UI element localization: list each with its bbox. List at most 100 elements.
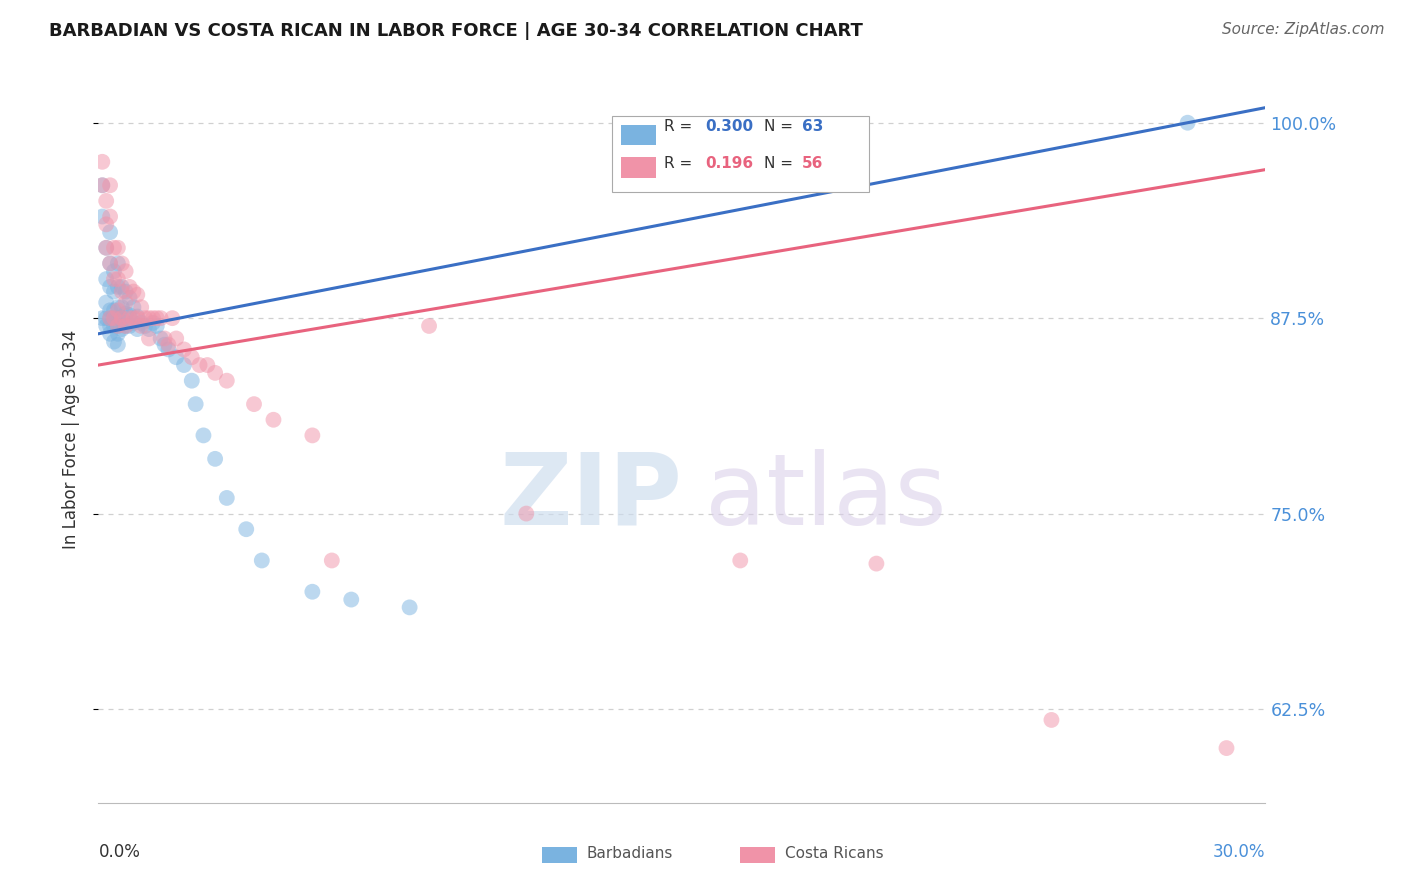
Point <box>91 178 114 193</box>
Point <box>98 280 121 294</box>
Point <box>114 306 136 320</box>
Point <box>118 318 141 333</box>
Point <box>730 553 752 567</box>
Point <box>157 337 180 351</box>
Text: 63: 63 <box>801 120 824 134</box>
Point <box>515 507 537 521</box>
Point <box>142 311 165 326</box>
Point <box>107 272 129 286</box>
Point <box>173 343 195 357</box>
Point <box>118 308 141 322</box>
Point <box>138 322 160 336</box>
Point <box>301 428 323 442</box>
Point <box>98 256 121 270</box>
Point <box>98 311 121 326</box>
Point <box>301 584 323 599</box>
Point <box>114 318 136 333</box>
Point <box>103 334 125 349</box>
Point <box>98 256 121 270</box>
Point <box>111 311 134 326</box>
Point <box>127 322 149 336</box>
Point <box>107 318 129 333</box>
Point <box>157 343 180 357</box>
Point <box>107 241 129 255</box>
Point <box>138 331 160 345</box>
Point <box>204 451 226 466</box>
Point <box>165 331 187 345</box>
Text: 30.0%: 30.0% <box>1213 843 1265 861</box>
Point <box>865 557 887 571</box>
Point <box>204 366 226 380</box>
Point <box>96 194 118 208</box>
Text: R =: R = <box>665 120 697 134</box>
Point <box>96 318 118 333</box>
Point <box>111 322 134 336</box>
Point <box>114 264 136 278</box>
Bar <box>621 125 657 145</box>
Point <box>340 592 363 607</box>
Point <box>250 553 273 567</box>
Point <box>1040 713 1063 727</box>
Point <box>114 285 136 299</box>
Point <box>91 210 114 224</box>
Point <box>114 295 136 310</box>
Point <box>235 522 257 536</box>
Point <box>215 491 238 505</box>
Point <box>418 318 440 333</box>
Bar <box>541 847 576 863</box>
Text: Costa Ricans: Costa Ricans <box>785 847 883 861</box>
Point <box>195 358 218 372</box>
Point <box>103 285 125 299</box>
Point <box>180 374 202 388</box>
Point <box>122 311 145 326</box>
Point <box>122 300 145 314</box>
Text: N =: N = <box>763 120 797 134</box>
Text: 56: 56 <box>801 155 824 170</box>
Point <box>321 553 343 567</box>
Point <box>153 331 176 345</box>
Point <box>193 428 215 442</box>
Point <box>98 178 121 193</box>
Text: BARBADIAN VS COSTA RICAN IN LABOR FORCE | AGE 30-34 CORRELATION CHART: BARBADIAN VS COSTA RICAN IN LABOR FORCE … <box>49 22 863 40</box>
Point <box>111 256 134 270</box>
Point <box>122 316 145 330</box>
Point <box>134 318 156 333</box>
Point <box>103 264 125 278</box>
Point <box>118 311 141 326</box>
Point <box>129 318 152 333</box>
Point <box>103 272 125 286</box>
FancyBboxPatch shape <box>612 116 869 192</box>
Point <box>118 291 141 305</box>
Point <box>134 311 156 326</box>
Text: R =: R = <box>665 155 703 170</box>
Point <box>180 350 202 364</box>
Point <box>107 280 129 294</box>
Point <box>111 300 134 314</box>
Point <box>162 311 184 326</box>
Text: 0.300: 0.300 <box>706 120 754 134</box>
Point <box>127 287 149 301</box>
Point <box>138 311 160 326</box>
Point <box>91 154 114 169</box>
Point <box>122 285 145 299</box>
Point <box>96 241 118 255</box>
Point <box>129 300 152 314</box>
Point <box>91 311 114 326</box>
Point <box>129 316 152 330</box>
Bar <box>741 847 775 863</box>
Point <box>262 413 284 427</box>
Y-axis label: In Labor Force | Age 30-34: In Labor Force | Age 30-34 <box>62 330 80 549</box>
Point <box>1177 116 1199 130</box>
Text: Source: ZipAtlas.com: Source: ZipAtlas.com <box>1222 22 1385 37</box>
Point <box>107 337 129 351</box>
Text: ZIP: ZIP <box>499 449 682 546</box>
Text: Barbadians: Barbadians <box>586 847 672 861</box>
Point <box>96 241 118 255</box>
Point <box>103 311 125 326</box>
Point <box>103 241 125 255</box>
Point <box>111 311 134 326</box>
Point <box>127 311 149 326</box>
Point <box>173 358 195 372</box>
Text: 0.196: 0.196 <box>706 155 754 170</box>
Text: atlas: atlas <box>706 449 946 546</box>
